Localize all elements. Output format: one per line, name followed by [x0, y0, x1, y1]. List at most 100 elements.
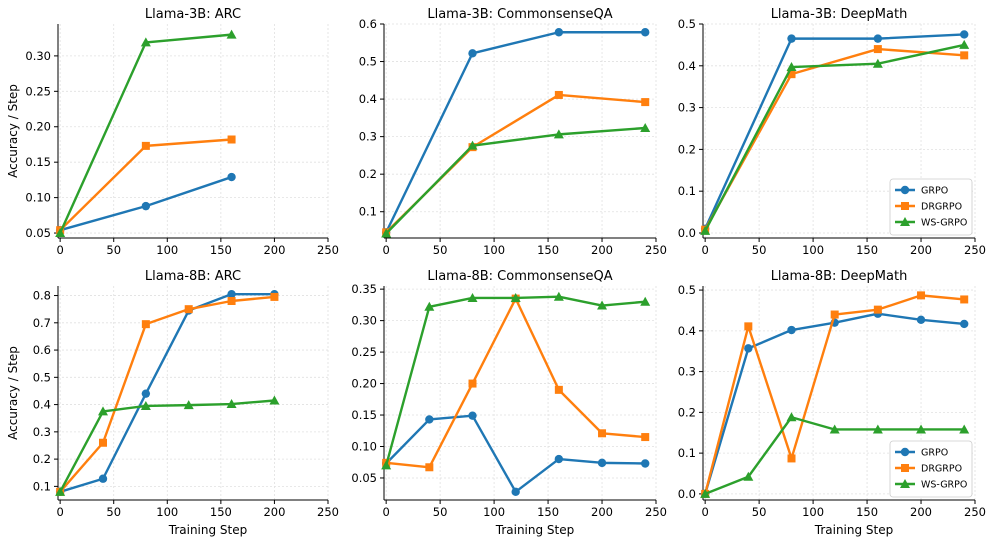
panel-title: Llama-3B: CommonsenseQA: [427, 7, 612, 22]
y-tick-label: 0.8: [33, 289, 51, 303]
x-tick-label: 250: [317, 243, 339, 257]
x-tick-label: 100: [802, 505, 824, 519]
data-point-grpo: [425, 415, 434, 424]
x-tick-label: 250: [645, 243, 667, 257]
data-point-grpo: [554, 28, 564, 37]
data-point-grpo: [787, 34, 796, 43]
x-tick-label: 0: [382, 243, 389, 257]
x-tick-label: 150: [537, 505, 559, 519]
y-tick-label: 0.2: [678, 142, 696, 156]
data-point-wsgrpo: [786, 62, 797, 72]
data-point-wsgrpo: [959, 424, 970, 434]
legend-label-drgrpo: DRGRPO: [921, 464, 962, 475]
y-tick-label: 0.3: [33, 425, 51, 439]
data-point-drgrpo: [960, 51, 969, 60]
legend-label-grpo: GRPO: [921, 186, 948, 197]
y-tick-label: 0.3: [678, 365, 696, 379]
x-axis-label: Training Step: [814, 523, 894, 537]
x-tick-label: 200: [263, 505, 285, 519]
data-point-drgrpo: [873, 45, 882, 54]
legend-marker-drgrpo: [901, 202, 909, 210]
data-point-wsgrpo: [55, 228, 66, 238]
y-tick-label: 0.20: [351, 377, 377, 391]
data-point-wsgrpo: [597, 300, 608, 310]
data-point-grpo: [468, 411, 477, 420]
y-tick-label: 0.10: [25, 191, 51, 205]
data-point-wsgrpo: [786, 412, 797, 422]
data-point-wsgrpo: [640, 296, 651, 306]
x-tick-label: 250: [964, 243, 986, 257]
data-point-grpo: [227, 289, 236, 299]
y-tick-label: 0.20: [25, 120, 51, 134]
legend-marker-wsgrpo: [900, 217, 910, 226]
series-line-grpo: [704, 33, 965, 230]
data-point-drgrpo: [184, 305, 193, 314]
panel-3: 0.0 0.1 0.2 0.3 0.4 0.5 0 50 100 150 200 250 Llama-3…: [678, 7, 986, 257]
data-point-grpo: [98, 474, 108, 483]
y-tick-label: 0.7: [33, 316, 51, 330]
series-line-grpo: [385, 31, 646, 233]
y-tick-label: 0.0: [678, 487, 696, 501]
data-point-drgrpo: [227, 135, 236, 144]
panel-title: Llama-8B: CommonsenseQA: [427, 269, 612, 284]
x-tick-label: 150: [856, 505, 878, 519]
data-point-wsgrpo: [553, 129, 564, 139]
x-tick-label: 100: [483, 243, 505, 257]
data-point-drgrpo: [425, 463, 434, 472]
data-point-wsgrpo: [872, 424, 883, 434]
y-tick-label: 0.6: [33, 343, 51, 357]
data-point-drgrpo: [641, 98, 650, 107]
x-tick-label: 0: [382, 505, 389, 519]
data-point-drgrpo: [830, 310, 839, 319]
y-tick-label: 0.35: [351, 282, 377, 296]
legend-label-grpo: GRPO: [921, 448, 948, 459]
x-tick-label: 0: [56, 505, 63, 519]
data-point-wsgrpo: [829, 424, 840, 434]
panel-6: 0.0 0.1 0.2 0.3 0.4 0.5 0 50 100 150 200 250 Llama-8…: [678, 269, 986, 537]
data-point-wsgrpo: [98, 406, 108, 416]
data-point-drgrpo: [598, 429, 607, 438]
x-tick-label: 200: [591, 243, 613, 257]
y-tick-label: 0.4: [678, 59, 696, 73]
data-point-wsgrpo: [467, 292, 478, 302]
series-line-drgrpo: [59, 295, 275, 493]
y-tick-label: 0.30: [25, 49, 51, 63]
data-point-wsgrpo: [959, 39, 970, 49]
x-tick-label: 200: [263, 243, 285, 257]
data-point-grpo: [960, 319, 969, 329]
data-point-wsgrpo: [381, 460, 392, 470]
panel-title: Llama-8B: DeepMath: [771, 269, 908, 284]
legend-label-drgrpo: DRGRPO: [921, 202, 962, 213]
data-point-grpo: [641, 459, 650, 468]
data-point-drgrpo: [744, 322, 753, 331]
data-point-grpo: [744, 344, 753, 353]
panel-title: Llama-3B: ARC: [145, 7, 241, 22]
y-tick-label: 0.5: [359, 55, 377, 69]
data-point-wsgrpo: [381, 228, 392, 238]
data-point-drgrpo: [270, 292, 279, 301]
panel-5: 0.05 0.10 0.15 0.20 0.25 0.30 0.35 0 50 100 150 200…: [351, 269, 667, 537]
y-tick-label: 0.05: [25, 226, 51, 240]
data-point-grpo: [916, 315, 926, 325]
y-tick-label: 0.05: [351, 471, 377, 485]
legend-label-wsgrpo: WS-GRPO: [921, 480, 967, 491]
data-point-wsgrpo: [640, 122, 651, 132]
y-tick-label: 0.1: [678, 446, 696, 460]
data-point-drgrpo: [787, 70, 796, 79]
data-point-drgrpo: [99, 438, 107, 447]
data-point-drgrpo: [787, 454, 796, 463]
legend: GRPO DRGRPO WS-GRPO: [889, 440, 973, 498]
data-point-drgrpo: [468, 379, 477, 388]
data-point-drgrpo: [960, 295, 969, 304]
panel-title: Llama-8B: ARC: [145, 269, 241, 284]
series-line-grpo: [385, 414, 646, 494]
data-point-wsgrpo: [140, 37, 151, 47]
y-tick-label: 0.25: [351, 345, 377, 359]
data-point-drgrpo: [554, 90, 563, 99]
data-point-drgrpo: [641, 433, 650, 442]
x-tick-label: 250: [317, 505, 339, 519]
x-tick-label: 200: [910, 505, 932, 519]
series-line-wsgrpo: [385, 295, 646, 466]
data-point-grpo: [787, 325, 796, 335]
x-tick-label: 250: [645, 505, 667, 519]
